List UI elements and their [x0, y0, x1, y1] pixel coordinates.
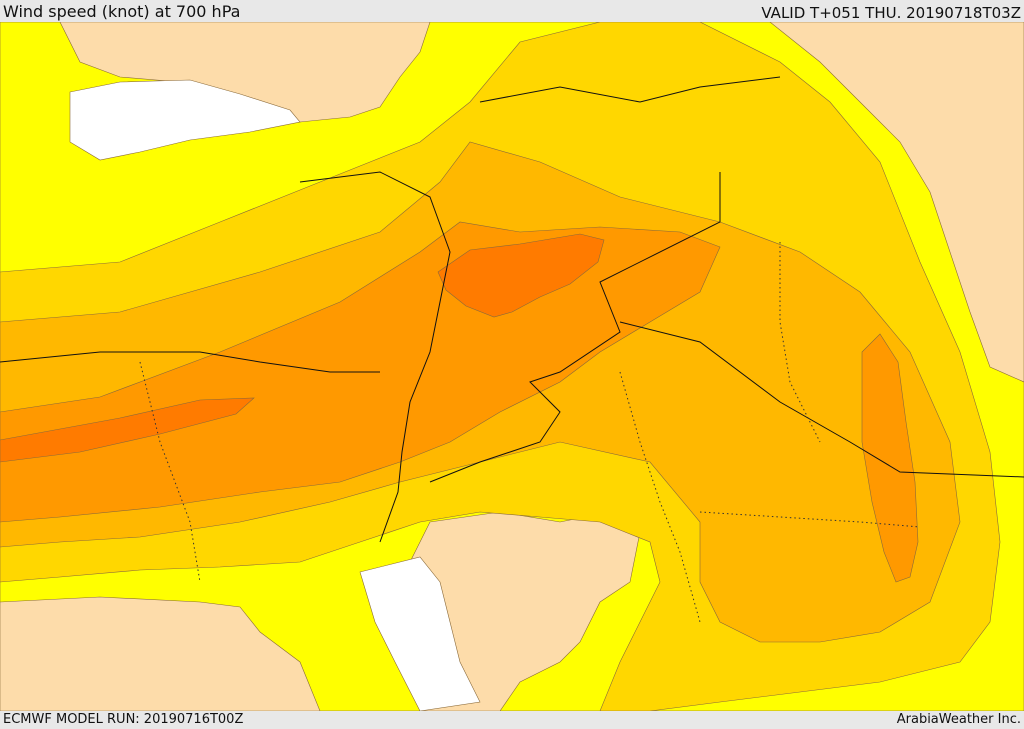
coastlines-and-borders: [0, 76, 1024, 543]
band-level-0-egypt: [0, 596, 321, 711]
wind-speed-map: [0, 22, 1024, 711]
band-level-5-levant: [437, 233, 605, 318]
sea-white-aegean: [69, 79, 301, 161]
credit: ArabiaWeather Inc.: [896, 712, 1021, 727]
footer-bar: ECMWF MODEL RUN: 20190716T00Z ArabiaWeat…: [0, 711, 1024, 729]
model-run: ECMWF MODEL RUN: 20190716T00Z: [3, 712, 244, 727]
band-level-4-east: [861, 333, 919, 583]
header-bar: Wind speed (knot) at 700 hPa VALID T+051…: [0, 0, 1024, 22]
band-level-0-iran: [769, 22, 1024, 383]
sea-white-red-sea: [359, 556, 481, 711]
valid-time: VALID T+051 THU. 20190718T03Z: [761, 4, 1021, 22]
dotted-boundaries: [139, 242, 921, 623]
band-level-0-anatolia: [59, 22, 431, 123]
band-level-5-east-med: [0, 397, 255, 463]
map-title: Wind speed (knot) at 700 hPa: [3, 2, 241, 21]
